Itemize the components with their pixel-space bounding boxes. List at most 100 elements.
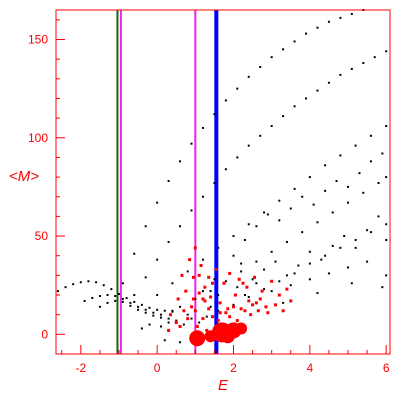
- data-point-s0-95: [354, 144, 357, 147]
- data-point-s0-30: [121, 300, 124, 303]
- data-point-s0-145: [285, 274, 288, 277]
- data-point-s0-73: [293, 105, 296, 108]
- data-point-s0-22: [129, 301, 132, 304]
- data-point-s1-7: [231, 305, 235, 309]
- data-point-s0-161: [308, 278, 311, 281]
- data-point-s0-50: [270, 56, 273, 59]
- bubble-point-0: [189, 330, 206, 347]
- data-point-s0-36: [167, 317, 170, 320]
- data-point-s1-38: [252, 275, 256, 279]
- data-point-s0-10: [133, 300, 136, 303]
- data-point-s0-100: [209, 290, 212, 293]
- data-point-s0-176: [179, 341, 182, 344]
- data-point-s0-90: [278, 199, 281, 202]
- data-point-s0-29: [114, 299, 117, 302]
- data-point-s1-22: [235, 319, 239, 323]
- data-point-s0-133: [324, 189, 327, 192]
- y-axis-title: <M>: [9, 168, 39, 185]
- data-point-s1-59: [256, 309, 260, 313]
- data-point-s0-71: [270, 124, 273, 127]
- data-point-s0-64: [190, 209, 193, 212]
- data-point-s1-44: [203, 299, 207, 303]
- data-point-s0-35: [159, 316, 162, 319]
- data-point-s1-8: [239, 307, 243, 311]
- data-point-s1-4: [211, 315, 215, 319]
- bubble-point-4: [220, 329, 235, 344]
- data-point-s0-152: [366, 229, 369, 232]
- data-point-s0-8: [117, 293, 120, 296]
- data-point-s0-131: [301, 195, 304, 198]
- data-point-s0-40: [156, 201, 159, 204]
- data-point-s0-134: [335, 180, 338, 183]
- data-point-s0-146: [297, 264, 300, 267]
- y-tick-label-1: 50: [35, 229, 49, 243]
- data-point-s0-113: [217, 309, 220, 312]
- data-point-s1-58: [167, 328, 171, 332]
- data-point-s0-53: [305, 32, 308, 35]
- data-point-s1-11: [254, 301, 258, 305]
- data-point-s0-184: [350, 282, 353, 285]
- data-point-s0-0: [56, 290, 59, 293]
- data-point-s0-75: [316, 89, 319, 92]
- data-point-s0-43: [190, 142, 193, 145]
- data-point-s1-5: [216, 319, 220, 323]
- data-point-s0-182: [282, 301, 285, 304]
- data-point-s1-9: [247, 299, 251, 303]
- data-point-s0-126: [243, 238, 246, 241]
- data-point-s0-163: [347, 266, 350, 269]
- data-point-s0-119: [308, 262, 311, 265]
- data-point-s1-50: [226, 307, 230, 311]
- data-point-s0-24: [144, 308, 147, 311]
- data-point-s0-89: [263, 211, 266, 214]
- x-tick-label-2: 2: [230, 361, 237, 375]
- data-point-s0-83: [171, 282, 174, 285]
- data-point-s0-2: [72, 283, 75, 286]
- data-point-s0-27: [98, 305, 101, 308]
- data-point-s0-18: [98, 295, 101, 298]
- data-point-s0-45: [213, 113, 216, 116]
- data-point-s0-123: [369, 231, 372, 234]
- data-point-s1-35: [228, 271, 232, 275]
- data-point-s0-178: [186, 313, 189, 316]
- data-point-s0-92: [308, 176, 311, 179]
- data-point-s0-136: [358, 172, 361, 175]
- data-point-s1-63: [289, 299, 293, 303]
- data-point-s0-185: [381, 286, 384, 289]
- data-point-s0-181: [243, 294, 246, 297]
- data-point-s1-16: [195, 324, 199, 328]
- data-point-s0-149: [331, 244, 334, 247]
- data-point-s1-0: [191, 275, 195, 279]
- data-point-s0-38: [133, 252, 136, 255]
- data-point-s0-72: [282, 115, 285, 118]
- data-point-s0-77: [339, 73, 342, 76]
- data-point-s0-157: [236, 286, 239, 289]
- data-point-s0-79: [362, 62, 365, 65]
- data-point-s0-167: [159, 325, 162, 328]
- data-point-s0-28: [106, 301, 109, 304]
- data-point-s0-84: [186, 270, 189, 273]
- data-point-s0-6: [102, 284, 105, 287]
- data-point-s0-116: [263, 288, 266, 291]
- data-point-s1-28: [193, 309, 197, 313]
- y-tick-label-2: 100: [28, 131, 48, 145]
- data-point-s0-52: [293, 40, 296, 43]
- data-point-s0-166: [148, 323, 151, 326]
- data-point-s1-21: [228, 315, 232, 319]
- data-point-s0-125: [232, 254, 235, 257]
- data-point-s0-143: [263, 268, 266, 271]
- data-point-s0-37: [121, 282, 124, 285]
- data-point-s0-162: [327, 272, 330, 275]
- data-point-s1-25: [190, 305, 194, 309]
- data-point-s0-61: [156, 258, 159, 261]
- data-point-s0-34: [152, 314, 155, 317]
- data-point-s0-105: [285, 240, 288, 243]
- data-point-s1-37: [245, 285, 249, 289]
- data-point-s0-41: [167, 180, 170, 183]
- data-point-s1-17: [201, 317, 205, 321]
- data-point-s0-122: [354, 238, 357, 241]
- data-point-s1-42: [214, 267, 218, 271]
- data-point-s1-61: [277, 293, 281, 297]
- data-point-s1-33: [193, 246, 197, 250]
- data-point-s1-3: [207, 307, 211, 311]
